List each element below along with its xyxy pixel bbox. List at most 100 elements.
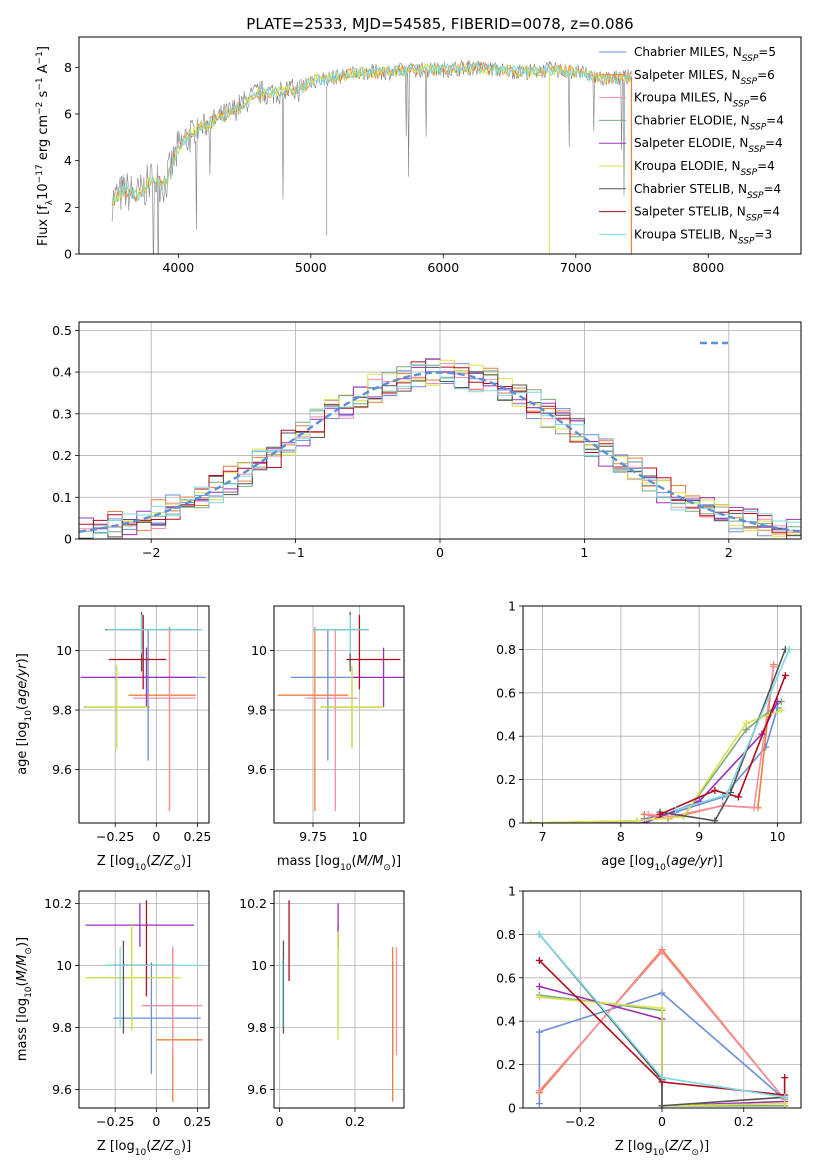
legend-entry-part: SSP	[738, 236, 755, 246]
x-axis-label-part: ⊙	[691, 1148, 699, 1158]
y-tick-label: 0	[64, 247, 72, 262]
x-tick-label: 0.25	[184, 829, 212, 844]
mass-weight-line	[538, 992, 786, 1104]
mass-weight-marker	[535, 1028, 543, 1036]
y-tick-label: 9.8	[247, 703, 267, 718]
legend-entry-part: =3	[754, 227, 772, 241]
legend-entry-part: =4	[765, 136, 783, 150]
mass-weight-marker	[535, 956, 543, 964]
x-axis-label-part: Z [log	[97, 1139, 135, 1154]
legend-entry-part: =5	[758, 45, 776, 59]
mass-weight-marker	[658, 1102, 666, 1108]
y-axis-label-part: )]	[15, 937, 30, 947]
x-tick-label: 10	[351, 829, 367, 844]
y-tick-label: 9.8	[52, 703, 72, 718]
legend-entry-part: SSP	[742, 54, 759, 64]
y-tick-label: 0.6	[496, 685, 516, 700]
axes-frame	[522, 605, 802, 824]
y-tick-label: 0.2	[496, 772, 516, 787]
x-axis-label-part: mass [log	[277, 854, 340, 869]
legend-entry: Salpeter MILES, NSSP=6	[634, 68, 775, 87]
mass-weight-marker	[633, 817, 641, 823]
y-axis-label-part: (	[15, 981, 30, 986]
mass-weight-marker	[742, 719, 750, 727]
y-tick-label: 9.6	[247, 762, 267, 777]
y-axis-label-part: erg cm	[36, 115, 51, 164]
legend-entry: Salpeter ELODIE, NSSP=4	[634, 136, 783, 155]
y-axis-label-part: λ	[45, 199, 55, 205]
axes-frame	[273, 890, 405, 1109]
legend-entry-part: =4	[762, 205, 780, 219]
x-axis-label-part: Z/Z	[150, 1139, 174, 1154]
x-tick-label: −0.2	[565, 1114, 595, 1129]
legend-entry: Chabrier STELIB, NSSP=4	[634, 182, 781, 201]
y-tick-label: 0.4	[496, 729, 516, 744]
y-tick-label: 0.5	[52, 323, 72, 338]
x-axis-label-part: age [log	[601, 854, 654, 869]
plot-area-age-vs-metallicity	[80, 611, 206, 812]
mass-weight-marker	[770, 663, 778, 671]
y-axis-label-part: )]	[15, 653, 30, 663]
plot-area-residuals	[79, 358, 801, 539]
y-tick-label: 2	[64, 200, 72, 215]
y-tick-label: 0	[64, 532, 72, 547]
y-axis-label-part: −2	[35, 102, 45, 115]
y-tick-label: 1	[508, 599, 516, 614]
x-tick-label: 0	[436, 545, 444, 560]
y-tick-label: 9.6	[247, 1082, 267, 1097]
legend-entry-part: Chabrier STELIB, N	[634, 182, 747, 196]
x-axis-label-part: Z/Z	[668, 1139, 692, 1154]
y-tick-label: 10	[56, 643, 72, 658]
axes-frame	[273, 605, 405, 824]
y-axis-label-part: s	[36, 90, 51, 101]
mass-weight-marker	[781, 1074, 789, 1082]
mass-weight-line	[530, 700, 782, 823]
y-tick-label: 0.1	[52, 490, 72, 505]
mass-weight-marker	[535, 930, 543, 938]
y-axis-label-part: −17	[35, 164, 45, 183]
x-axis-label: Z [log10(Z/Z⊙)]	[97, 854, 191, 873]
x-axis-label-part: (	[146, 854, 151, 869]
legend-entry-part: =6	[749, 91, 767, 105]
mass-weight-marker	[781, 1100, 789, 1108]
mass-weight-marker	[535, 1100, 543, 1108]
y-axis-label: mass [log10(M/M⊙)]	[15, 937, 34, 1061]
x-axis-label-part: (	[146, 1139, 151, 1154]
y-tick-label: 0.4	[496, 1014, 516, 1029]
x-tick-label: 10	[770, 829, 786, 844]
axes-frame	[78, 321, 802, 540]
y-tick-label: 10	[251, 643, 267, 658]
mass-weight-marker	[535, 1087, 543, 1095]
x-tick-label: 2	[725, 545, 733, 560]
x-axis-label-part: (	[352, 854, 357, 869]
mass-weight-marker	[658, 948, 666, 956]
x-axis-label-part: Z [log	[97, 854, 135, 869]
x-axis-label-part: )]	[391, 854, 401, 869]
y-tick-label: 10	[56, 958, 72, 973]
y-axis-label-part: 10	[24, 986, 34, 998]
y-tick-label: 0	[508, 1101, 516, 1116]
y-axis-label-part: age/yr	[15, 662, 30, 705]
y-tick-label: 0.3	[52, 406, 72, 421]
plot-area-spectrum	[111, 59, 633, 254]
axes-frame	[78, 890, 210, 1109]
x-tick-label: 1	[580, 545, 588, 560]
axes-frame	[78, 605, 210, 824]
x-tick-label: −2	[142, 545, 160, 560]
mass-weight-marker	[711, 817, 719, 823]
x-tick-label: −0.25	[96, 829, 134, 844]
y-tick-label: 0.2	[52, 448, 72, 463]
plot-area-age-vs-mass	[277, 611, 404, 812]
x-tick-label: 0.2	[345, 1114, 365, 1129]
mass-weight-line	[530, 709, 782, 823]
x-tick-label: 0	[152, 829, 160, 844]
legend-entry-part: Kroupa ELODIE, N	[634, 159, 741, 173]
y-tick-label: 8	[64, 60, 72, 75]
plot-area-mass-vs-metallicity	[85, 900, 203, 1102]
legend-entry-part: SSP	[747, 191, 764, 201]
y-axis-label-part: 10	[24, 710, 34, 722]
y-tick-label: 9.8	[247, 1020, 267, 1035]
y-axis-label-part: A	[36, 64, 51, 77]
mass-weight-marker	[656, 810, 664, 818]
